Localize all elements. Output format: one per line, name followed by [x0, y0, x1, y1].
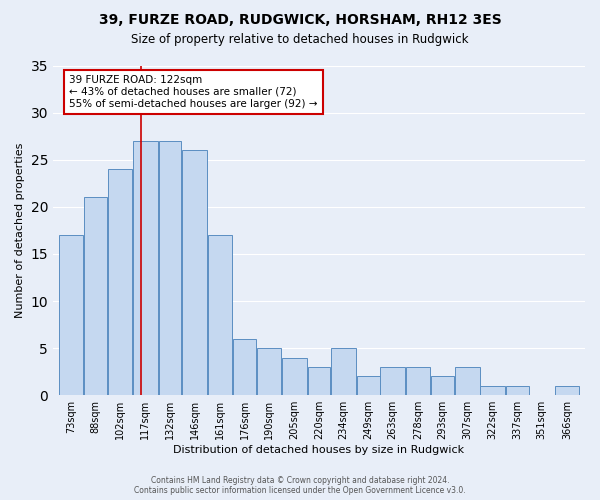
Bar: [431, 376, 454, 395]
Text: Contains HM Land Registry data © Crown copyright and database right 2024.
Contai: Contains HM Land Registry data © Crown c…: [134, 476, 466, 495]
Bar: [158, 141, 181, 395]
Text: 39 FURZE ROAD: 122sqm
← 43% of detached houses are smaller (72)
55% of semi-deta: 39 FURZE ROAD: 122sqm ← 43% of detached …: [69, 76, 317, 108]
Bar: [84, 198, 107, 395]
Text: 39, FURZE ROAD, RUDGWICK, HORSHAM, RH12 3ES: 39, FURZE ROAD, RUDGWICK, HORSHAM, RH12 …: [98, 12, 502, 26]
Bar: [481, 386, 505, 395]
Bar: [107, 169, 132, 395]
Bar: [331, 348, 356, 395]
Bar: [308, 367, 331, 395]
Bar: [506, 386, 529, 395]
Bar: [233, 338, 256, 395]
Text: Size of property relative to detached houses in Rudgwick: Size of property relative to detached ho…: [131, 32, 469, 46]
Bar: [406, 367, 430, 395]
Bar: [182, 150, 207, 395]
X-axis label: Distribution of detached houses by size in Rudgwick: Distribution of detached houses by size …: [173, 445, 464, 455]
Bar: [282, 358, 307, 395]
Bar: [357, 376, 380, 395]
Bar: [555, 386, 580, 395]
Bar: [133, 141, 158, 395]
Bar: [257, 348, 281, 395]
Bar: [59, 235, 83, 395]
Y-axis label: Number of detached properties: Number of detached properties: [15, 142, 25, 318]
Bar: [380, 367, 405, 395]
Bar: [455, 367, 479, 395]
Bar: [208, 235, 232, 395]
